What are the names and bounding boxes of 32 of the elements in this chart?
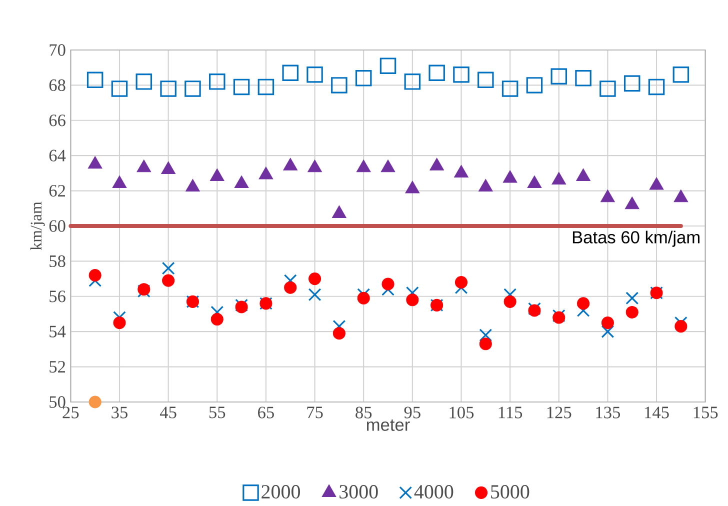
- y-tick-label: 56: [50, 290, 66, 302]
- legend-label: 4000: [414, 485, 454, 499]
- x-tick-label: 35: [112, 406, 128, 419]
- x-tick-label: 85: [356, 406, 372, 419]
- y-tick-label: 62: [49, 185, 66, 197]
- y-tick-label: 70: [50, 44, 66, 56]
- y-tick-label: 60: [49, 220, 66, 232]
- x-tick-label: 115: [498, 406, 522, 418]
- legend-label: 3000: [340, 485, 378, 499]
- y-tick-label: 66: [49, 114, 66, 126]
- y-tick-label: 58: [50, 256, 66, 268]
- y-axis-title: km/jam: [30, 202, 45, 250]
- y-tick-label: 64: [49, 150, 66, 162]
- x-tick-label: 145: [645, 406, 669, 418]
- x-tick-label: 25: [62, 406, 79, 419]
- x-tick-label: 45: [160, 406, 176, 418]
- legend-label: 2000: [262, 485, 300, 499]
- ref-line-label: Batas 60 km/jam: [572, 230, 700, 248]
- x-tick-label: 65: [258, 406, 274, 419]
- y-tick-label: 52: [50, 361, 66, 373]
- x-tick-label: 105: [450, 406, 474, 419]
- x-tick-label: 135: [596, 406, 620, 419]
- y-tick-label: 54: [50, 326, 66, 338]
- x-tick-label: 125: [547, 406, 572, 419]
- y-tick-label: 50: [50, 396, 66, 408]
- x-tick-label: 55: [209, 406, 226, 418]
- legend-label: 5000: [491, 485, 530, 499]
- x-tick-label: 95: [404, 406, 420, 419]
- x-tick-label: 75: [307, 406, 323, 418]
- x-tick-label: 155: [694, 406, 718, 418]
- x-axis-title: meter: [367, 420, 410, 432]
- y-tick-label: 68: [49, 80, 66, 92]
